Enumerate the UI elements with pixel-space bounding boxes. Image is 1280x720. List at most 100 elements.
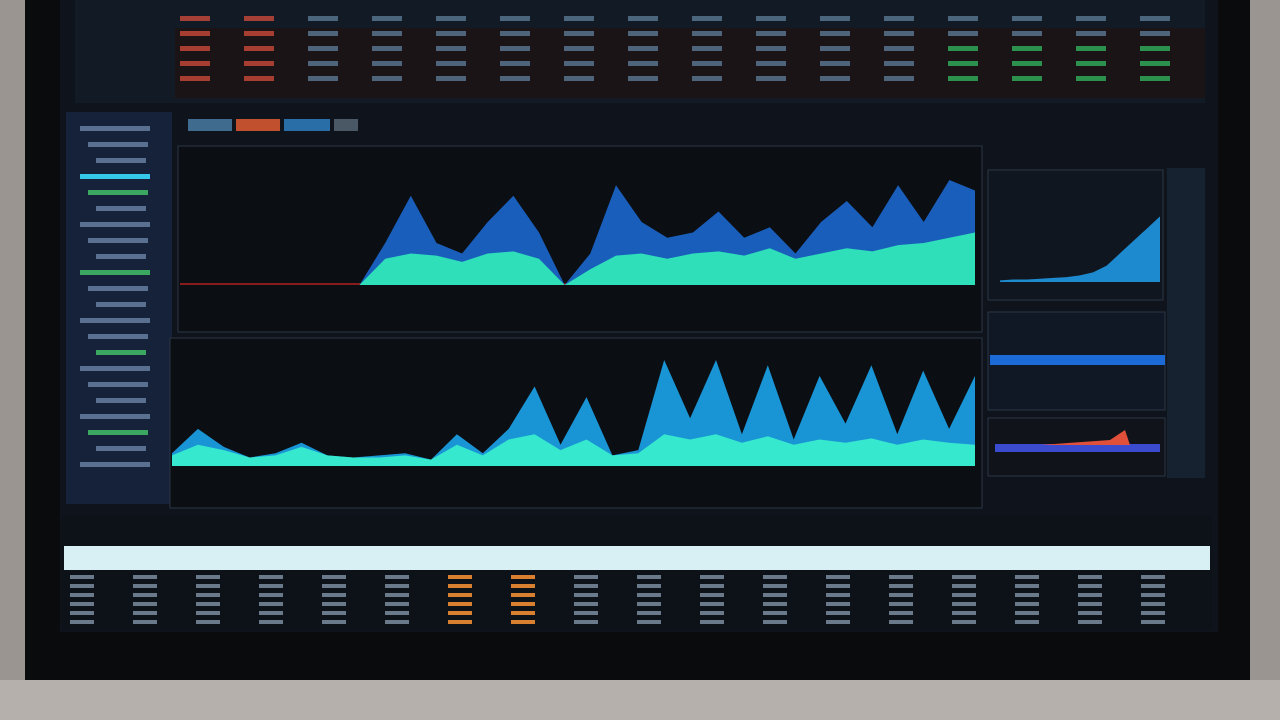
order-cell: [70, 620, 94, 624]
order-cell: [385, 620, 409, 624]
order-cell: [952, 593, 976, 597]
order-cell: [70, 602, 94, 606]
order-cell: [448, 575, 472, 579]
quote-cell: [628, 61, 658, 66]
quote-cell: [884, 31, 914, 36]
quote-cell: [564, 16, 594, 21]
order-cell: [322, 584, 346, 588]
quote-cell: [756, 46, 786, 51]
quote-cell: [1012, 61, 1042, 66]
quote-cell: [244, 31, 274, 36]
quote-cell: [372, 46, 402, 51]
quote-cell: [180, 46, 210, 51]
side-cell: [96, 158, 146, 163]
order-cell: [1141, 575, 1165, 579]
quote-cell: [820, 46, 850, 51]
order-cell: [763, 593, 787, 597]
order-cell: [1015, 611, 1039, 615]
order-cell: [889, 593, 913, 597]
order-cell: [574, 611, 598, 615]
order-cell: [133, 575, 157, 579]
order-cell: [889, 575, 913, 579]
quote-cell: [1076, 46, 1106, 51]
quote-cell: [820, 76, 850, 81]
quote-cell: [500, 61, 530, 66]
order-cell: [574, 602, 598, 606]
quote-cell: [564, 61, 594, 66]
order-cell: [511, 575, 535, 579]
quote-cell: [308, 31, 338, 36]
order-table: [62, 515, 1212, 630]
order-cell: [763, 575, 787, 579]
side-cell: [96, 398, 146, 403]
side-cell: [96, 302, 146, 307]
quote-cells: [180, 16, 1170, 81]
right-strip: [1167, 168, 1205, 478]
order-cell: [574, 620, 598, 624]
quote-cell: [1076, 16, 1106, 21]
quote-cell: [308, 61, 338, 66]
order-cell: [952, 584, 976, 588]
order-cell: [637, 575, 661, 579]
tab: [188, 119, 232, 131]
quote-cell: [308, 76, 338, 81]
order-cell: [448, 602, 472, 606]
order-cell: [322, 611, 346, 615]
order-cell: [763, 620, 787, 624]
order-cell: [448, 620, 472, 624]
quote-cell: [948, 16, 978, 21]
side-cell: [88, 190, 148, 195]
quote-cell: [180, 76, 210, 81]
mini-bar: [990, 355, 1165, 365]
area-series: [172, 434, 975, 466]
quote-cell: [820, 16, 850, 21]
quote-cell: [692, 31, 722, 36]
order-cell: [259, 575, 283, 579]
order-cell: [700, 611, 724, 615]
quote-cell: [1076, 61, 1106, 66]
quote-cell: [820, 61, 850, 66]
quote-cell: [372, 16, 402, 21]
charts: [172, 180, 1160, 466]
side-cell: [80, 174, 150, 179]
quote-cell: [1140, 46, 1170, 51]
order-cell: [826, 602, 850, 606]
quote-cell: [948, 76, 978, 81]
quote-cell: [1140, 76, 1170, 81]
quote-cell: [436, 16, 466, 21]
order-cell: [700, 575, 724, 579]
order-cell: [700, 602, 724, 606]
order-cell: [511, 593, 535, 597]
order-cell: [385, 602, 409, 606]
quote-cell: [372, 61, 402, 66]
side-cell: [88, 238, 148, 243]
order-cell: [1078, 575, 1102, 579]
quote-cell: [1076, 31, 1106, 36]
order-cell: [196, 593, 220, 597]
order-cell: [826, 611, 850, 615]
quote-cell: [1140, 61, 1170, 66]
quote-cell: [564, 46, 594, 51]
quote-cell: [244, 76, 274, 81]
side-cell: [88, 430, 148, 435]
order-cell: [196, 602, 220, 606]
order-cell: [385, 575, 409, 579]
quote-cell: [372, 31, 402, 36]
order-cells: [70, 575, 1165, 624]
order-cell: [637, 620, 661, 624]
order-cell: [952, 611, 976, 615]
order-cell: [1141, 602, 1165, 606]
order-cell: [385, 611, 409, 615]
quote-cell: [180, 61, 210, 66]
quote-cell: [180, 31, 210, 36]
quote-cell: [244, 46, 274, 51]
order-cell: [70, 575, 94, 579]
order-cell: [1078, 584, 1102, 588]
side-cell: [88, 382, 148, 387]
quote-cell: [692, 76, 722, 81]
order-cell: [826, 584, 850, 588]
quote-cell: [500, 76, 530, 81]
quote-cell: [436, 31, 466, 36]
order-cell: [1078, 611, 1102, 615]
order-cell: [763, 611, 787, 615]
